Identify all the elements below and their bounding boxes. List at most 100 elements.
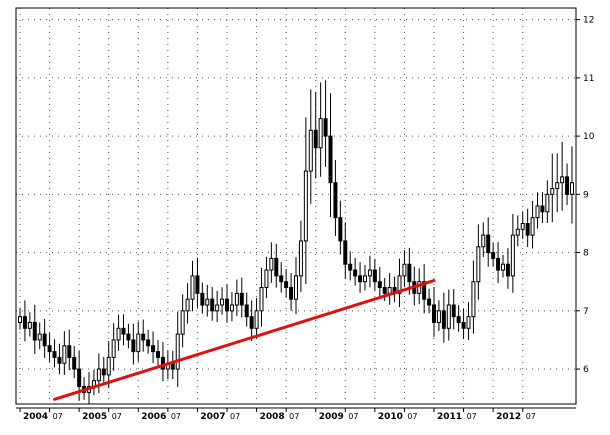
candle-body bbox=[274, 257, 279, 277]
x-tick-label: 2008 bbox=[260, 412, 285, 422]
y-tick-label: 10 bbox=[583, 132, 595, 142]
candle-body bbox=[407, 263, 412, 283]
candle-body bbox=[496, 257, 501, 271]
candle-body bbox=[397, 275, 402, 294]
candle-body bbox=[525, 222, 530, 236]
candle-body bbox=[264, 269, 269, 289]
candle-body bbox=[520, 222, 525, 230]
candle-body bbox=[377, 281, 382, 289]
candle-body bbox=[225, 298, 229, 312]
candle-body bbox=[348, 263, 353, 271]
candle-body bbox=[37, 333, 42, 341]
y-tick-label: 9 bbox=[583, 190, 589, 200]
candle-body bbox=[353, 269, 358, 277]
x-tick-label: 2005 bbox=[82, 412, 107, 422]
candle-body bbox=[505, 263, 510, 277]
candle-body bbox=[106, 356, 111, 376]
candle-body bbox=[190, 275, 195, 300]
x-tick-label: 07 bbox=[53, 412, 63, 421]
x-tick-label: 2009 bbox=[319, 412, 344, 422]
x-tick-label: 07 bbox=[112, 412, 122, 421]
candle-body bbox=[136, 333, 141, 353]
candle-body bbox=[535, 205, 540, 219]
x-axis: 2004 07 2005 07 2006 07 2007 07 2008 07 2009 07 2010… bbox=[19, 408, 536, 422]
candle-body bbox=[180, 310, 185, 335]
y-tick-label: 12 bbox=[583, 16, 594, 26]
candle-body bbox=[308, 129, 313, 172]
candle-body bbox=[372, 269, 377, 283]
candle-body bbox=[141, 333, 146, 341]
candle-body bbox=[476, 246, 481, 283]
y-axis: 6 7 8 9 10 11 12 bbox=[576, 16, 595, 375]
candle-body bbox=[540, 205, 545, 213]
candle-body bbox=[160, 356, 165, 370]
candle-body bbox=[510, 234, 515, 277]
candle-body bbox=[491, 252, 496, 259]
candle-body bbox=[259, 287, 264, 312]
candle-body bbox=[427, 298, 432, 306]
x-tick-label: 07 bbox=[407, 412, 417, 421]
candle-body bbox=[96, 368, 101, 382]
candle-body bbox=[417, 281, 422, 294]
candle-body bbox=[200, 292, 205, 306]
candle-body bbox=[555, 182, 560, 190]
x-tick-label: 2006 bbox=[141, 412, 166, 422]
candle-body bbox=[195, 275, 200, 294]
candle-body bbox=[18, 316, 22, 323]
candle-body bbox=[210, 298, 215, 312]
candle-body bbox=[67, 345, 72, 358]
y-tick-label: 6 bbox=[583, 365, 589, 375]
x-tick-label: 2012 bbox=[496, 412, 521, 422]
grid bbox=[16, 8, 576, 404]
candle-body bbox=[333, 182, 338, 219]
candle-body bbox=[501, 263, 505, 271]
candle-body bbox=[441, 310, 446, 329]
candle-body bbox=[461, 321, 466, 329]
candle-body bbox=[446, 304, 451, 329]
candle-body bbox=[156, 351, 160, 358]
candle-body bbox=[27, 321, 32, 329]
candle-body bbox=[294, 275, 298, 300]
x-tick-label: 07 bbox=[171, 412, 181, 421]
candle-body bbox=[244, 304, 249, 318]
plot-border bbox=[15, 7, 577, 405]
candle-body bbox=[62, 345, 67, 364]
candle-body bbox=[289, 287, 294, 300]
candles bbox=[18, 80, 574, 404]
support-trendline bbox=[53, 279, 436, 401]
candle-body bbox=[131, 339, 136, 353]
x-tick-label: 07 bbox=[289, 412, 299, 421]
candle-body bbox=[279, 275, 284, 283]
candle-body bbox=[111, 339, 116, 358]
candle-body bbox=[313, 129, 318, 149]
x-tick-label: 2010 bbox=[378, 412, 403, 422]
x-tick-label: 2011 bbox=[437, 412, 462, 422]
x-tick-label: 2007 bbox=[200, 412, 225, 422]
candle-body bbox=[185, 298, 190, 312]
candle-body bbox=[358, 275, 363, 283]
trendline-layer bbox=[53, 279, 436, 401]
candle-body bbox=[530, 217, 535, 236]
candle-body bbox=[436, 310, 441, 323]
x-tick-label: 07 bbox=[526, 412, 536, 421]
candle-body bbox=[269, 257, 274, 271]
candle-body bbox=[303, 170, 308, 242]
candle-body bbox=[298, 240, 303, 277]
candle-body bbox=[515, 228, 520, 236]
candle-body bbox=[387, 287, 392, 294]
x-tick-label: 07 bbox=[348, 412, 358, 421]
candle-body bbox=[328, 135, 333, 184]
candle-body bbox=[382, 287, 387, 294]
candle-body bbox=[481, 234, 486, 248]
candle-body bbox=[215, 304, 220, 312]
candle-body bbox=[205, 298, 210, 306]
candle-body bbox=[151, 345, 156, 353]
candle-body bbox=[284, 281, 289, 289]
candle-body bbox=[239, 292, 244, 306]
candle-body bbox=[466, 316, 471, 329]
candle-body bbox=[560, 176, 565, 184]
candle-body bbox=[550, 188, 555, 195]
candle-body bbox=[121, 327, 126, 335]
